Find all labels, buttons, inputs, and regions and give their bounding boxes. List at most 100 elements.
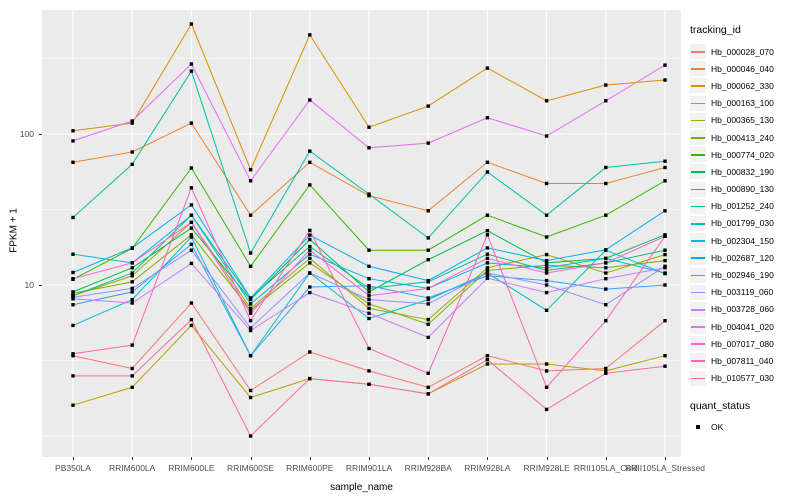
- y-tick-mark: [39, 285, 42, 286]
- data-point: [485, 160, 490, 164]
- data-point: [367, 302, 371, 306]
- data-point: [485, 233, 490, 237]
- legend-key-swatch: [690, 181, 706, 197]
- legend-item: Hb_000163_100: [690, 95, 798, 112]
- quant-status-label: OK: [711, 422, 724, 433]
- data-point: [367, 286, 371, 291]
- data-point: [604, 165, 608, 170]
- legend-item-label: Hb_000413_240: [711, 132, 774, 143]
- x-tick-label: RRIM600LE: [168, 463, 215, 473]
- data-point: [130, 280, 134, 284]
- data-point: [663, 159, 667, 163]
- series-color-line-icon: [691, 343, 705, 345]
- data-point: [248, 326, 253, 330]
- data-point: [130, 366, 134, 371]
- legend-key-swatch: [690, 78, 706, 94]
- legend-item-label: Hb_004041_020: [711, 321, 774, 332]
- x-tick-mark: [428, 457, 430, 460]
- data-point: [308, 376, 312, 381]
- data-point: [130, 261, 134, 265]
- data-point: [544, 407, 549, 412]
- data-point: [663, 252, 667, 257]
- x-tick-label: RRII105LA_Cold: [573, 463, 638, 473]
- legend-item-label: Hb_001252_240: [711, 201, 774, 212]
- legend-key-swatch: [690, 319, 706, 335]
- data-point: [604, 371, 608, 375]
- data-point: [604, 271, 608, 275]
- data-point: [71, 403, 75, 407]
- data-point: [426, 248, 430, 252]
- data-point: [189, 22, 194, 26]
- data-point: [71, 297, 75, 301]
- legend-items: Hb_000028_070 Hb_000046_040 Hb_000062_330 H…: [690, 43, 798, 387]
- x-tick-mark: [369, 457, 370, 460]
- quant-status-key: [690, 420, 706, 435]
- data-point: [544, 235, 549, 239]
- data-point: [604, 366, 608, 371]
- legend-key-swatch: [690, 353, 706, 369]
- legend-item: Hb_000890_130: [690, 181, 798, 198]
- legend-title-quant-status: quant_status: [690, 399, 751, 412]
- data-point: [130, 297, 134, 302]
- legend-item: Hb_000832_190: [690, 163, 798, 180]
- legend-key-swatch: [690, 215, 706, 231]
- series-color-line-icon: [691, 85, 705, 88]
- data-point: [663, 248, 667, 252]
- data-point: [71, 323, 75, 328]
- legend-item-label: Hb_003728_060: [711, 304, 774, 315]
- data-point: [71, 139, 75, 143]
- data-point: [248, 319, 253, 323]
- data-point: [426, 302, 430, 306]
- series-color-line-icon: [691, 119, 705, 122]
- data-point: [604, 213, 608, 217]
- data-point: [71, 352, 75, 356]
- legend-key-swatch: [690, 61, 706, 77]
- x-tick-label: RRIM928LA: [464, 463, 511, 473]
- series-color-line-icon: [691, 326, 705, 328]
- data-point: [248, 264, 253, 268]
- legend-item-label: Hb_010577_030: [711, 373, 774, 384]
- legend-item-label: Hb_002946_190: [711, 270, 774, 281]
- data-point: [544, 213, 549, 217]
- data-point: [663, 271, 667, 275]
- data-point: [544, 258, 549, 263]
- data-point: [426, 141, 430, 145]
- data-point: [426, 335, 430, 340]
- data-point: [308, 285, 312, 289]
- y-tick-mark: [39, 134, 42, 135]
- data-point: [367, 346, 371, 351]
- legend-key-swatch: [690, 164, 706, 180]
- legend-item: Hb_000046_040: [690, 60, 798, 77]
- data-point: [189, 261, 194, 266]
- data-point: [544, 308, 549, 312]
- data-point: [308, 183, 312, 187]
- data-point: [367, 297, 371, 302]
- data-point: [189, 213, 194, 217]
- data-point: [130, 274, 134, 278]
- data-point: [663, 266, 667, 270]
- data-point: [367, 264, 371, 268]
- data-point: [485, 354, 490, 358]
- legend-item-label: Hb_000046_040: [711, 63, 774, 74]
- data-point: [248, 308, 253, 312]
- data-point: [71, 354, 75, 358]
- data-point: [71, 215, 75, 220]
- legend-item: Hb_001252_240: [690, 198, 798, 215]
- data-point: [189, 62, 194, 66]
- legend-item: Hb_000413_240: [690, 129, 798, 146]
- data-point: [130, 301, 134, 305]
- legend-key-swatch: [690, 284, 706, 300]
- data-point: [604, 287, 608, 291]
- data-point: [663, 209, 667, 213]
- data-point: [663, 258, 667, 263]
- legend-key-swatch: [690, 233, 706, 249]
- data-point: [189, 203, 194, 207]
- data-point: [544, 99, 549, 103]
- data-point: [248, 213, 253, 217]
- data-point: [367, 306, 371, 311]
- quant-status-items: OK: [690, 419, 798, 436]
- x-axis-title: sample_name: [330, 482, 393, 493]
- legend-item-label: Hb_000028_070: [711, 46, 774, 57]
- data-point: [485, 358, 490, 362]
- x-tick-label: PB350LA: [55, 463, 91, 473]
